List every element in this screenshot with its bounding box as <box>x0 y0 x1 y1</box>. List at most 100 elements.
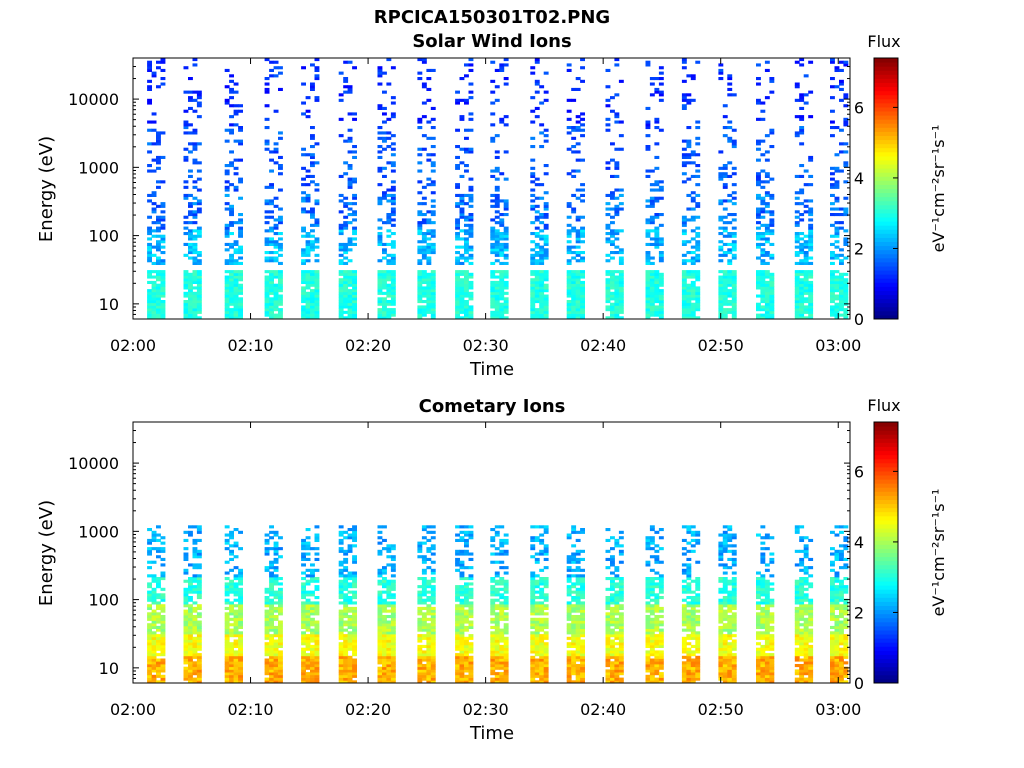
spectrogram-cell <box>468 666 474 670</box>
spectrogram-cell <box>649 229 655 233</box>
spectrogram-cell <box>421 82 427 86</box>
spectrogram-cell <box>534 253 540 257</box>
spectrogram-cell <box>314 636 320 640</box>
spectrogram-cell <box>301 634 306 638</box>
spectrogram-cell <box>269 650 274 654</box>
spectrogram-cell <box>722 297 728 301</box>
spectrogram-cell <box>686 155 692 159</box>
spectrogram-cell <box>390 604 396 608</box>
spectrogram-cell <box>421 677 427 681</box>
spectrogram-cell <box>314 223 320 227</box>
spectrogram-cell <box>224 620 230 624</box>
spectrogram-cell <box>645 174 651 178</box>
spectrogram-cell <box>658 71 664 75</box>
spectrogram-cell <box>464 598 469 602</box>
spectrogram-cell <box>147 313 152 317</box>
spectrogram-cell <box>803 261 809 265</box>
spectrogram-cell <box>426 590 432 594</box>
spectrogram-cell <box>543 585 549 589</box>
spectrogram-cell <box>352 286 357 290</box>
spectrogram-cell <box>426 248 432 252</box>
spectrogram-cell <box>310 631 315 635</box>
spectrogram-cell <box>839 253 844 257</box>
spectrogram-cell <box>503 291 509 295</box>
spectrogram-cell <box>417 666 423 670</box>
spectrogram-cell <box>347 259 353 263</box>
spectrogram-cell <box>382 677 387 681</box>
spectrogram-cell <box>160 650 166 654</box>
spectrogram-cell <box>539 549 545 553</box>
spectrogram-cell <box>147 85 152 89</box>
spectrogram-cell <box>834 166 840 170</box>
spectrogram-cell <box>310 278 315 282</box>
spectrogram-cell <box>566 245 572 249</box>
spectrogram-cell <box>196 672 202 676</box>
spectrogram-cell <box>490 275 496 279</box>
spectrogram-cell <box>499 199 505 203</box>
spectrogram-cell <box>756 213 761 217</box>
spectrogram-cell <box>468 90 474 94</box>
spectrogram-cell <box>503 541 509 545</box>
spectrogram-cell <box>731 283 737 287</box>
spectrogram-cell <box>490 620 496 624</box>
spectrogram-cell <box>610 291 615 295</box>
spectrogram-cell <box>421 606 427 610</box>
spectrogram-cell <box>147 538 152 542</box>
spectrogram-cell <box>377 644 383 648</box>
spectrogram-cell <box>764 316 770 320</box>
spectrogram-cell <box>269 601 274 605</box>
spectrogram-cell <box>468 308 474 312</box>
spectrogram-cell <box>468 566 474 570</box>
spectrogram-cell <box>764 158 770 162</box>
colorbar-segment <box>874 314 898 320</box>
spectrogram-cell <box>494 316 500 320</box>
spectrogram-cell <box>718 226 724 230</box>
spectrogram-cell <box>455 560 460 564</box>
spectrogram-cell <box>377 669 383 673</box>
spectrogram-cell <box>760 313 766 317</box>
spectrogram-cell <box>386 636 392 640</box>
spectrogram-cell <box>490 636 496 640</box>
spectrogram-cell <box>490 251 496 255</box>
spectrogram-cell <box>421 612 427 616</box>
spectrogram-cell <box>310 136 315 140</box>
spectrogram-cell <box>430 587 436 591</box>
spectrogram-cell <box>156 636 161 640</box>
spectrogram-cell <box>314 525 320 529</box>
spectrogram-cell <box>269 612 274 616</box>
spectrogram-cell <box>343 242 349 246</box>
spectrogram-cell <box>658 77 664 81</box>
spectrogram-cell <box>490 647 496 651</box>
spectrogram-cell <box>386 644 392 648</box>
spectrogram-cell <box>580 79 585 83</box>
spectrogram-cell <box>459 530 465 534</box>
spectrogram-cell <box>273 549 279 553</box>
spectrogram-cell <box>769 310 775 314</box>
spectrogram-cell <box>580 251 585 255</box>
spectrogram-cell <box>386 283 392 287</box>
spectrogram-cell <box>455 568 460 572</box>
spectrogram-cell <box>160 625 166 629</box>
spectrogram-cell <box>377 549 383 553</box>
spectrogram-cell <box>386 270 392 274</box>
spectrogram-cell <box>160 636 166 640</box>
spectrogram-cell <box>459 577 465 581</box>
spectrogram-cell <box>605 278 611 282</box>
spectrogram-cell <box>490 617 496 621</box>
spectrogram-cell <box>305 647 311 651</box>
spectrogram-cell <box>494 664 500 668</box>
spectrogram-cell <box>830 308 835 312</box>
spectrogram-cell <box>654 275 660 279</box>
spectrogram-cell <box>229 291 234 295</box>
spectrogram-cell <box>192 261 198 265</box>
spectrogram-cell <box>614 232 620 236</box>
spectrogram-cell <box>490 664 496 668</box>
spectrogram-cell <box>183 609 189 613</box>
spectrogram-cell <box>658 305 664 309</box>
spectrogram-cell <box>459 536 465 540</box>
spectrogram-cell <box>347 655 353 659</box>
spectrogram-cell <box>192 313 198 317</box>
spectrogram-cell <box>183 625 189 629</box>
spectrogram-cell <box>273 650 279 654</box>
spectrogram-cell <box>686 139 692 143</box>
